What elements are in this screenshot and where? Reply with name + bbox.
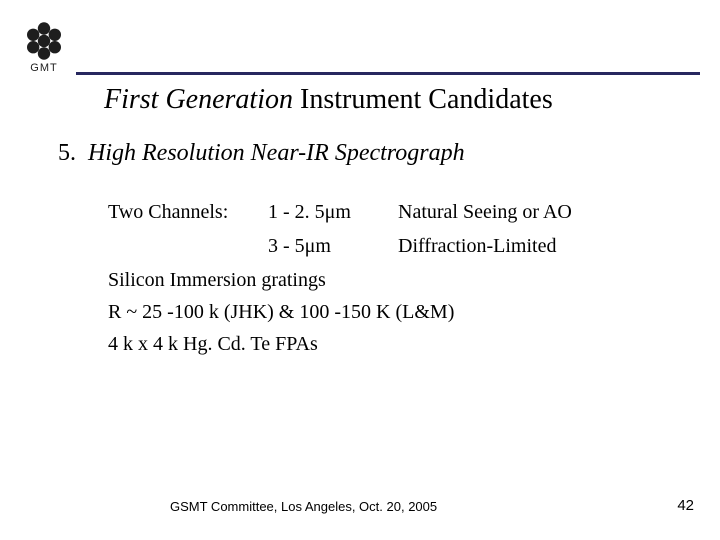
slide-body: Two Channels: 1 - 2. 5μm Natural Seeing … [108,202,572,366]
item-number: 5. [58,140,76,167]
gmt-logo-label: GMT [20,62,68,74]
item-subtitle: High Resolution Near-IR Spectrograph [88,140,465,167]
channels-label: Two Channels: [108,202,268,222]
channel-row: 3 - 5μm Diffraction-Limited [108,236,572,256]
channel-range: 3 - 5μm [268,236,398,256]
gmt-logo: GMT [20,22,68,74]
gmt-logo-icon [24,22,64,60]
channel-range: 1 - 2. 5μm [268,202,398,222]
bullet-line: 4 k x 4 k Hg. Cd. Te FPAs [108,334,572,354]
slide-title: First Generation Instrument Candidates [104,84,553,116]
bullet-line: Silicon Immersion gratings [108,270,572,290]
header-rule [76,72,700,75]
slide-title-plain: Instrument Candidates [293,84,553,115]
channel-row: Two Channels: 1 - 2. 5μm Natural Seeing … [108,202,572,222]
bullet-line: R ~ 25 -100 k (JHK) & 100 -150 K (L&M) [108,302,572,322]
page-number: 42 [677,497,694,514]
channel-mode: Natural Seeing or AO [398,202,572,222]
channel-mode: Diffraction-Limited [398,236,556,256]
footer-text: GSMT Committee, Los Angeles, Oct. 20, 20… [170,499,437,514]
slide-title-italic: First Generation [104,84,293,115]
